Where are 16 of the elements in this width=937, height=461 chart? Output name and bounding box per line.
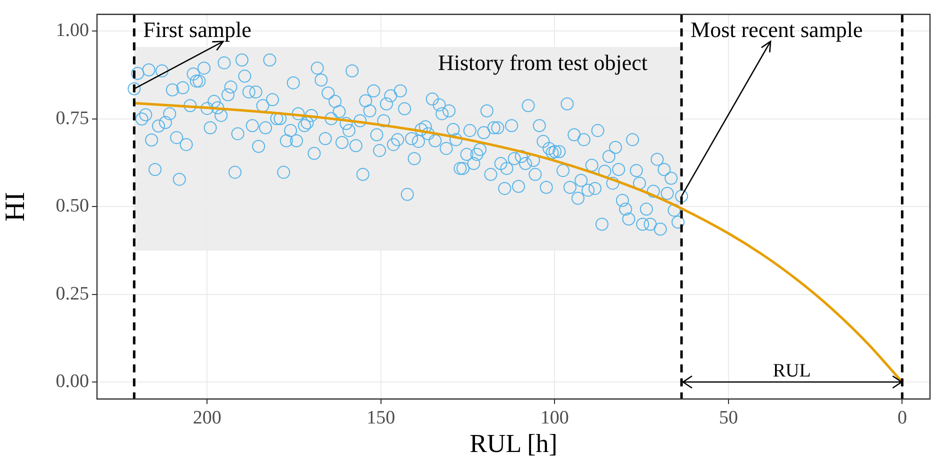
annotation: RUL [772, 360, 811, 382]
x-axis-title: RUL [h] [470, 429, 558, 458]
x-tick-label: 200 [192, 407, 222, 428]
x-tick-label: 0 [897, 407, 907, 428]
annotation: Most recent sample [690, 17, 863, 42]
y-tick-label: 1.00 [56, 20, 89, 42]
x-tick-label: 50 [718, 407, 738, 428]
band-label: History from test object [438, 50, 648, 75]
y-tick-label: 0.25 [56, 283, 89, 304]
x-tick-label: 100 [540, 407, 569, 428]
y-tick-label: 0.50 [56, 196, 89, 217]
y-tick-label: 0.00 [56, 371, 89, 392]
y-tick-label: 0.75 [56, 108, 89, 129]
y-axis-title: HI [0, 192, 32, 222]
annotation: First sample [143, 17, 252, 42]
x-tick-label: 150 [366, 407, 396, 428]
